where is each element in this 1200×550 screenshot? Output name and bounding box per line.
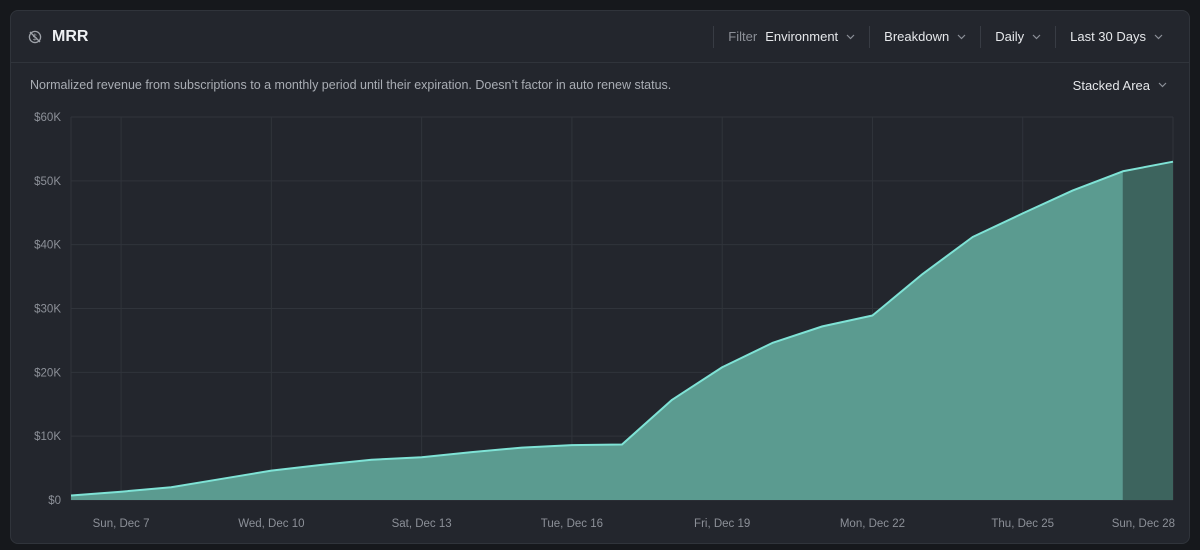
chevron-down-icon bbox=[1158, 82, 1167, 88]
filter-dropdown[interactable]: Filter Environment bbox=[713, 25, 869, 48]
card-title: MRR bbox=[52, 27, 89, 45]
chevron-down-icon bbox=[957, 34, 966, 39]
x-tick-label: Wed, Dec 10 bbox=[238, 518, 304, 530]
date-range-dropdown[interactable]: Last 30 Days bbox=[1055, 25, 1177, 48]
y-tick-label: $0 bbox=[48, 495, 61, 507]
chart-controls: Filter Environment Breakdown Daily Last … bbox=[713, 11, 1177, 62]
filter-value: Environment bbox=[765, 29, 839, 44]
chart-type-label: Stacked Area bbox=[1072, 77, 1150, 93]
area-fill bbox=[71, 171, 1123, 500]
breakdown-dropdown[interactable]: Breakdown bbox=[869, 25, 980, 48]
y-tick-label: $30K bbox=[34, 304, 61, 316]
y-tick-label: $40K bbox=[34, 240, 61, 252]
area-fill-incomplete bbox=[1122, 161, 1173, 500]
currency-off-icon: $ bbox=[28, 30, 42, 44]
breakdown-label: Breakdown bbox=[884, 29, 950, 44]
interval-dropdown[interactable]: Daily bbox=[980, 25, 1055, 48]
interval-label: Daily bbox=[995, 29, 1025, 44]
x-tick-label: Fri, Dec 19 bbox=[694, 518, 750, 530]
y-tick-label: $60K bbox=[34, 112, 61, 124]
chart-description: Normalized revenue from subscriptions to… bbox=[30, 78, 672, 92]
mrr-chart: $0 $10K $20K $30K $40K $50K $60K Sun, Dec 7 Wed,… bbox=[34, 112, 1175, 530]
description-row: Normalized revenue from subscriptions to… bbox=[11, 63, 1189, 107]
x-tick-label: Mon, Dec 22 bbox=[840, 518, 905, 530]
y-tick-label: $20K bbox=[34, 367, 61, 379]
x-tick-label: Tue, Dec 16 bbox=[541, 518, 603, 530]
chevron-down-icon bbox=[1032, 34, 1041, 39]
x-tick-label: Thu, Dec 25 bbox=[991, 518, 1054, 530]
mrr-chart-card: $0 $10K $20K $30K $40K $50K $60K Sun, Dec 7 Wed,… bbox=[10, 10, 1190, 544]
filter-label: Filter bbox=[728, 29, 758, 44]
chevron-down-icon bbox=[846, 34, 855, 39]
card-header: $ MRR Filter Environment Breakdown Daily bbox=[11, 11, 1189, 63]
date-range-label: Last 30 Days bbox=[1070, 29, 1146, 44]
y-tick-label: $50K bbox=[34, 176, 61, 188]
x-tick-label: Sun, Dec 7 bbox=[93, 518, 150, 530]
x-tick-label: Sat, Dec 13 bbox=[392, 518, 452, 530]
chevron-down-icon bbox=[1154, 34, 1163, 39]
title-group: $ MRR bbox=[28, 28, 88, 46]
series-line bbox=[70, 160, 1174, 497]
svg-text:$: $ bbox=[32, 33, 37, 43]
x-tick-label: Sun, Dec 28 bbox=[1112, 518, 1175, 530]
y-tick-label: $10K bbox=[34, 431, 61, 443]
chart-type-dropdown[interactable]: Stacked Area bbox=[1073, 78, 1167, 93]
